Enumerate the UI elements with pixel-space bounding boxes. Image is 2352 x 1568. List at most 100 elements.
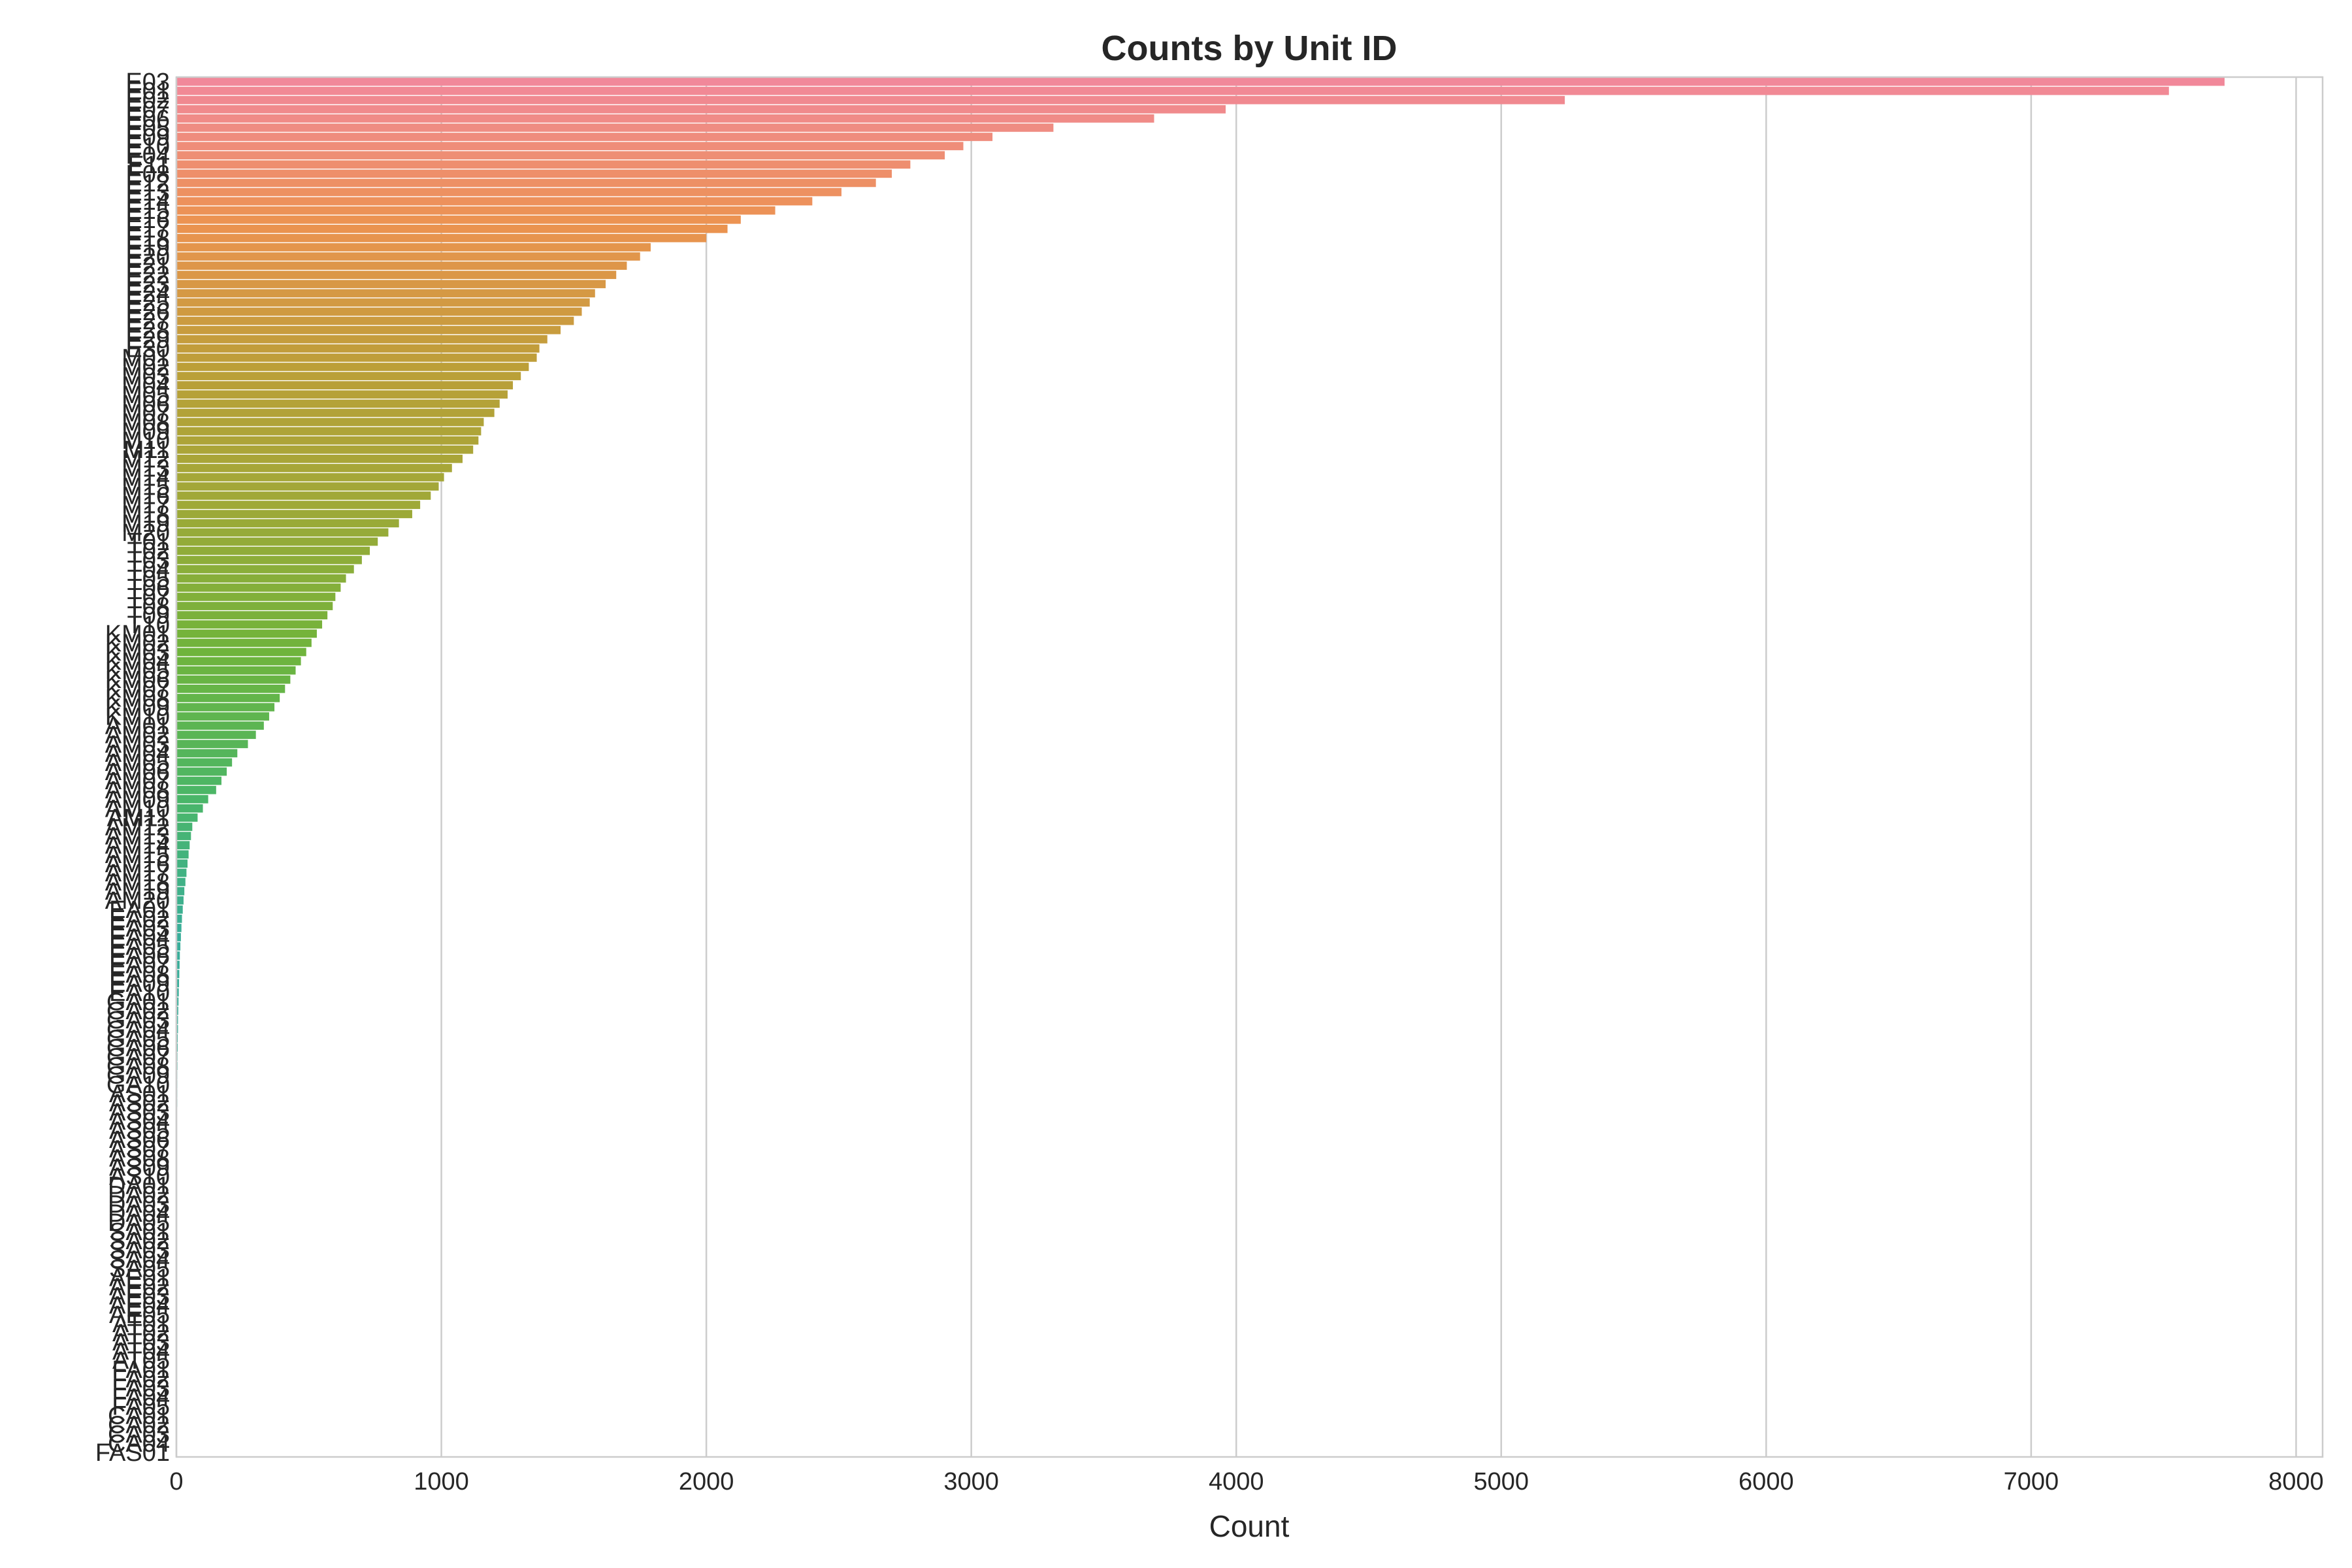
- bar: [176, 721, 264, 730]
- bar: [176, 988, 179, 997]
- y-tick-label: AM14: [105, 832, 170, 860]
- y-tick-label: AE02: [109, 1274, 170, 1301]
- y-tick-label: DA04: [108, 1200, 170, 1228]
- y-tick-label: AS06: [109, 1126, 170, 1154]
- y-tick-label: E15: [125, 197, 170, 225]
- y-tick-label: AT03: [112, 1329, 170, 1356]
- y-tick-label: AS07: [109, 1135, 170, 1163]
- bar: [176, 629, 317, 638]
- bar: [176, 197, 813, 206]
- bar: [176, 960, 180, 970]
- bar: [176, 344, 540, 353]
- y-tick-label: FA03: [112, 1375, 170, 1402]
- y-tick-label: E30: [125, 335, 170, 363]
- y-tick-label: AS05: [109, 1117, 170, 1145]
- y-tick-label: E10: [125, 133, 170, 161]
- y-tick-label: EA10: [109, 979, 170, 1007]
- bar: [176, 215, 741, 224]
- bar: [176, 224, 728, 233]
- y-tick-label: DA01: [108, 1173, 170, 1200]
- bar: [176, 427, 482, 436]
- y-tick-label: AT04: [112, 1338, 170, 1365]
- bar: [176, 924, 182, 932]
- bar: [176, 473, 444, 482]
- bar: [176, 454, 463, 463]
- y-tick-label: AT05: [112, 1347, 170, 1375]
- bar: [176, 914, 182, 923]
- bar: [176, 325, 561, 335]
- y-tick-label: E13: [125, 179, 170, 206]
- bar: [176, 500, 421, 510]
- y-tick-label: AM16: [105, 851, 170, 878]
- y-tick-label: EA09: [109, 970, 170, 998]
- bar: [176, 611, 328, 620]
- bar: [176, 372, 521, 380]
- y-tick-label: KM06: [105, 666, 170, 694]
- bar: [176, 684, 286, 693]
- bar: [176, 114, 1154, 123]
- y-tick-label: EA07: [109, 952, 170, 979]
- y-tick-label: M14: [122, 464, 170, 491]
- bar: [176, 647, 306, 657]
- y-tick-label: KM03: [105, 639, 170, 666]
- bar: [176, 510, 412, 519]
- y-tick-label: M18: [122, 501, 170, 529]
- y-tick-label: E17: [125, 216, 170, 243]
- y-tick-label: AS09: [109, 1154, 170, 1181]
- y-tick-label: AM20: [105, 887, 170, 915]
- bar: [176, 390, 508, 399]
- y-tick-label: T07: [127, 584, 170, 612]
- y-tick-label: KM07: [105, 676, 170, 703]
- bar: [176, 123, 1054, 132]
- y-tick-label: E29: [125, 326, 170, 353]
- bar: [176, 694, 280, 702]
- bar: [176, 353, 537, 362]
- bar: [176, 169, 892, 178]
- bar: [176, 942, 181, 951]
- bar: [176, 703, 275, 711]
- x-tick-label: 1000: [414, 1468, 469, 1495]
- bar: [176, 188, 841, 197]
- y-tick-label: E22: [125, 262, 170, 289]
- y-tick-label: DA03: [108, 1191, 170, 1218]
- bar: [176, 859, 188, 868]
- bar: [176, 316, 574, 325]
- x-tick-label: 4000: [1209, 1468, 1264, 1495]
- x-tick-label: 0: [169, 1468, 183, 1495]
- x-tick-label: 6000: [1739, 1468, 1794, 1495]
- y-tick-label: GA04: [106, 1016, 170, 1043]
- y-tick-label: AS01: [109, 1081, 170, 1108]
- y-tick-label: M08: [122, 409, 170, 436]
- y-tick-label: M04: [122, 372, 170, 400]
- y-tick-label: AM11: [107, 804, 170, 832]
- bar: [176, 868, 187, 877]
- bar: [176, 555, 362, 564]
- x-tick-label: 7000: [2004, 1468, 2059, 1495]
- y-tick-label: M03: [122, 363, 170, 391]
- y-tick-label: FAS01: [95, 1439, 170, 1467]
- y-tick-label: GA07: [106, 1044, 170, 1071]
- bar: [176, 583, 341, 592]
- bar: [176, 381, 514, 390]
- y-tick-label: E21: [125, 253, 170, 280]
- y-tick-label: E06: [125, 105, 170, 133]
- y-tick-label: GA09: [106, 1062, 170, 1090]
- y-tick-label: AM19: [105, 878, 170, 906]
- y-tick-label: E18: [125, 225, 170, 252]
- bar: [176, 657, 301, 666]
- y-tick-label: M13: [122, 455, 170, 482]
- y-tick-label: SA01: [109, 1218, 170, 1246]
- y-tick-label: GA05: [106, 1025, 170, 1053]
- bar: [176, 767, 227, 776]
- bar: [176, 776, 221, 785]
- y-tick-label: M06: [122, 391, 170, 418]
- bar: [176, 408, 495, 417]
- y-tick-label: T08: [127, 593, 170, 621]
- y-tick-label: E08: [125, 161, 170, 188]
- x-tick-label: 3000: [943, 1468, 999, 1495]
- bar: [176, 482, 439, 491]
- y-tick-label: SA03: [109, 1237, 170, 1264]
- bar: [176, 850, 189, 859]
- y-tick-label: E26: [125, 299, 170, 326]
- x-tick-label: 2000: [679, 1468, 734, 1495]
